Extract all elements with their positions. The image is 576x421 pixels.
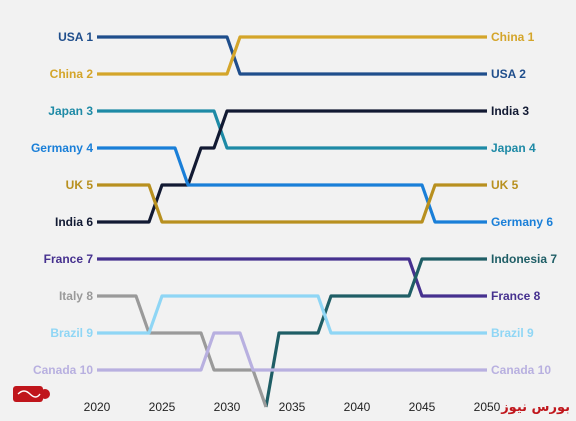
right-label-japan: Japan 4 [491, 141, 536, 155]
right-label-indonesia: Indonesia 7 [491, 252, 557, 266]
right-label-brazil: Brazil 9 [491, 326, 534, 340]
left-label-usa: USA 1 [58, 30, 93, 44]
series-line-uk [97, 183, 487, 224]
series-line-france [97, 257, 487, 298]
left-label-france: France 7 [44, 252, 94, 266]
x-tick-label: 2035 [279, 400, 306, 414]
x-tick-label: 2030 [214, 400, 241, 414]
x-axis-ticks: 2020 2025 2030 2035 2040 2045 2050 [84, 400, 501, 414]
series-line-germany [97, 146, 487, 224]
series-lines [97, 35, 487, 408]
brand-logo [13, 386, 50, 402]
x-tick-label: 2025 [149, 400, 176, 414]
right-label-canada: Canada 10 [491, 363, 551, 377]
left-label-japan: Japan 3 [48, 104, 93, 118]
watermark-text: بورس نیوز [501, 400, 570, 415]
x-tick-label: 2050 [474, 400, 501, 414]
left-label-italy: Italy 8 [59, 289, 93, 303]
series-line-indonesia [264, 257, 487, 408]
series-line-china [97, 35, 487, 76]
series-line-canada [97, 331, 487, 372]
right-rank-labels: USA 2 China 1 Japan 4 India 3 Germany 6 UK 5 F… [491, 30, 557, 377]
series-line-japan [97, 109, 487, 150]
right-label-germany: Germany 6 [491, 215, 553, 229]
right-label-india: India 3 [491, 104, 529, 118]
right-label-china: China 1 [491, 30, 535, 44]
left-label-canada: Canada 10 [33, 363, 93, 377]
right-label-uk: UK 5 [491, 178, 519, 192]
left-label-india: India 6 [55, 215, 93, 229]
left-label-china: China 2 [50, 67, 94, 81]
left-rank-labels: USA 1 China 2 Japan 3 India 6 Germany 4 UK 5 F… [31, 30, 93, 377]
left-label-germany: Germany 4 [31, 141, 93, 155]
left-label-uk: UK 5 [66, 178, 94, 192]
series-line-india [97, 109, 487, 224]
series-line-brazil [97, 294, 487, 335]
right-label-france: France 8 [491, 289, 541, 303]
right-label-usa: USA 2 [491, 67, 526, 81]
left-label-brazil: Brazil 9 [50, 326, 93, 340]
x-tick-label: 2045 [409, 400, 436, 414]
x-tick-label: 2040 [344, 400, 371, 414]
series-line-italy [97, 294, 268, 408]
series-line-usa [97, 35, 487, 76]
x-tick-label: 2020 [84, 400, 111, 414]
